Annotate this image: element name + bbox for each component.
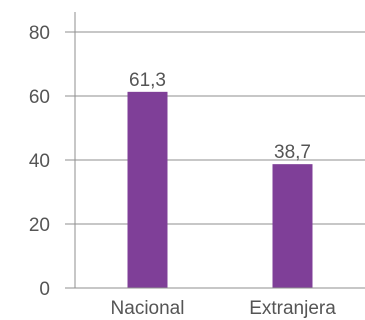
grid-layer (65, 31, 365, 225)
x-tick-label-extranjera: Extranjera (249, 298, 336, 319)
y-tick-label-0: 0 (39, 279, 50, 300)
y-tick-label-20: 20 (29, 215, 50, 236)
x-tick-label-nacional: Nacional (111, 298, 185, 319)
axes-group (65, 12, 365, 289)
y-tick-label-40: 40 (29, 151, 50, 172)
data-label-nacional: 61,3 (129, 70, 166, 91)
data-label-extranjera: 38,7 (274, 142, 311, 163)
y-tick-label-80: 80 (29, 23, 50, 44)
y-tick-label-60: 60 (29, 87, 50, 108)
bar-nacional (127, 91, 168, 288)
bars-group (127, 91, 313, 288)
labels-group: 0 20 40 60 80 61,3 Nacional 38,7 Extranjera (29, 23, 336, 319)
bar-extranjera (272, 164, 313, 288)
